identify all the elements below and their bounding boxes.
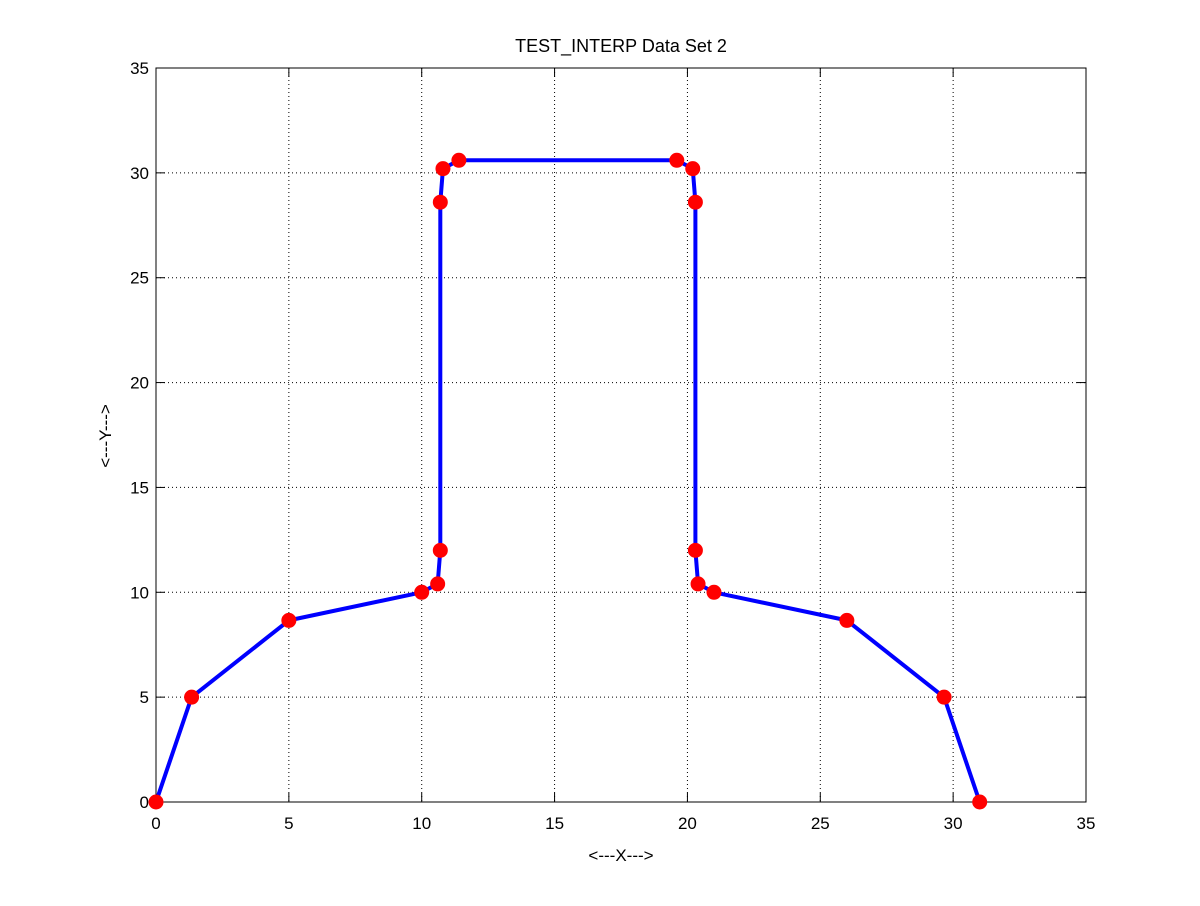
data-point bbox=[432, 542, 448, 558]
x-axis-label: <---X---> bbox=[588, 846, 653, 865]
data-point bbox=[972, 794, 988, 810]
y-tick-label: 10 bbox=[130, 583, 149, 602]
y-tick-label: 25 bbox=[130, 269, 149, 288]
x-tick-label: 30 bbox=[944, 814, 963, 833]
y-tick-label: 20 bbox=[130, 374, 149, 393]
data-point bbox=[435, 161, 451, 177]
x-tick-label: 0 bbox=[151, 814, 160, 833]
x-tick-label: 20 bbox=[678, 814, 697, 833]
x-tick-label: 15 bbox=[545, 814, 564, 833]
tick-layer: 0 5 10 15 20 25 30 35 0 5 10 15 20 25 30 35 bbox=[130, 59, 1095, 833]
data-point bbox=[281, 612, 297, 628]
data-point bbox=[687, 542, 703, 558]
x-tick-label: 5 bbox=[284, 814, 293, 833]
y-tick-label: 0 bbox=[140, 793, 149, 812]
data-point bbox=[669, 152, 685, 168]
grid-layer bbox=[156, 68, 1086, 802]
series-line bbox=[154, 158, 982, 804]
data-point bbox=[685, 161, 701, 177]
y-tick-label: 30 bbox=[130, 164, 149, 183]
y-axis-label: <---Y---> bbox=[96, 404, 115, 468]
data-point bbox=[936, 689, 952, 705]
marker-layer bbox=[148, 152, 988, 810]
y-tick-label: 5 bbox=[140, 688, 149, 707]
data-point bbox=[690, 576, 706, 592]
chart-title: TEST_INTERP Data Set 2 bbox=[515, 36, 727, 57]
series-layer bbox=[154, 158, 982, 804]
data-point bbox=[430, 576, 446, 592]
y-tick-label: 35 bbox=[130, 59, 149, 78]
data-point bbox=[148, 794, 164, 810]
data-point bbox=[432, 194, 448, 210]
x-tick-label: 35 bbox=[1077, 814, 1096, 833]
data-point bbox=[451, 152, 467, 168]
y-tick-label: 15 bbox=[130, 478, 149, 497]
x-tick-label: 10 bbox=[412, 814, 431, 833]
data-point bbox=[839, 612, 855, 628]
data-point bbox=[687, 194, 703, 210]
plot-frame bbox=[155, 67, 1087, 803]
data-point bbox=[414, 584, 430, 600]
data-point bbox=[706, 584, 722, 600]
x-tick-label: 25 bbox=[811, 814, 830, 833]
data-point bbox=[184, 689, 200, 705]
